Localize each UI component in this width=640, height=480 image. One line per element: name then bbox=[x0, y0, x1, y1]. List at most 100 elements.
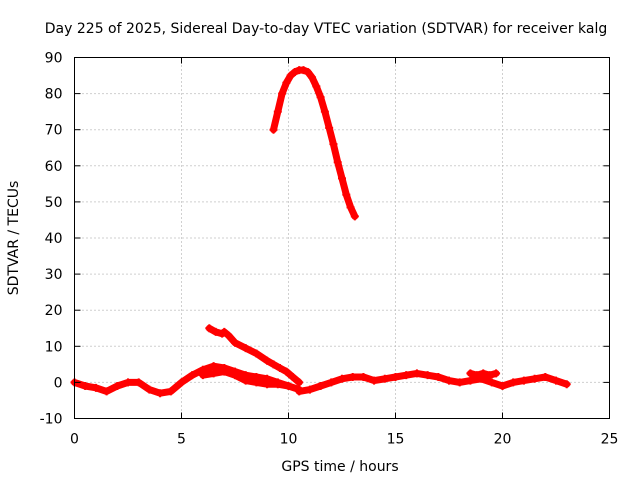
data-point bbox=[303, 67, 312, 76]
data-point bbox=[263, 380, 272, 389]
data-point bbox=[273, 380, 282, 389]
data-point bbox=[359, 372, 368, 381]
data-point bbox=[198, 371, 207, 380]
data-point bbox=[273, 107, 282, 116]
series-line-baseline-early bbox=[71, 362, 303, 397]
data-point bbox=[472, 371, 481, 380]
data-point bbox=[391, 372, 400, 381]
series-line-baseline-late bbox=[295, 369, 571, 395]
data-point bbox=[552, 376, 560, 385]
x-tick-label: 5 bbox=[177, 432, 186, 448]
data-point bbox=[231, 338, 239, 347]
data-point bbox=[209, 369, 218, 378]
data-point bbox=[241, 344, 250, 353]
data-point bbox=[282, 367, 291, 376]
y-tick-label: 0 bbox=[54, 375, 63, 391]
y-tick-label: 70 bbox=[45, 123, 63, 139]
data-point bbox=[327, 378, 336, 387]
series-baseline-late bbox=[295, 369, 571, 396]
y-tick-label: 90 bbox=[45, 51, 63, 67]
data-point bbox=[211, 327, 220, 336]
data-point bbox=[263, 356, 272, 365]
data-point bbox=[342, 190, 351, 199]
data-point bbox=[479, 369, 488, 378]
data-point bbox=[498, 382, 507, 391]
data-point bbox=[113, 382, 122, 391]
y-tick-label: 20 bbox=[45, 303, 63, 319]
data-point bbox=[423, 371, 432, 380]
data-point bbox=[134, 378, 143, 387]
y-tick-label: 80 bbox=[45, 87, 63, 103]
data-point bbox=[312, 82, 321, 91]
series-layer bbox=[70, 66, 571, 398]
data-point bbox=[220, 367, 229, 376]
data-point bbox=[380, 374, 389, 383]
x-tick-label: 10 bbox=[280, 432, 298, 448]
data-point bbox=[224, 331, 233, 340]
data-point bbox=[102, 387, 111, 396]
data-point bbox=[402, 371, 411, 380]
y-tick-label: 60 bbox=[45, 159, 63, 175]
data-point bbox=[299, 66, 308, 75]
data-point bbox=[145, 385, 154, 394]
data-point bbox=[325, 123, 334, 132]
data-point bbox=[91, 383, 100, 392]
data-point bbox=[269, 360, 278, 369]
data-point bbox=[519, 376, 528, 385]
data-point bbox=[286, 71, 295, 80]
data-point bbox=[346, 203, 355, 212]
data-point bbox=[487, 378, 496, 387]
data-point bbox=[282, 78, 291, 87]
data-point bbox=[295, 378, 304, 387]
data-point bbox=[445, 376, 453, 385]
y-axis-label: SDTVAR / TECUs bbox=[6, 181, 22, 296]
data-point bbox=[485, 371, 494, 380]
data-point bbox=[530, 374, 539, 383]
data-point bbox=[316, 93, 325, 102]
y-tick-label: 30 bbox=[45, 267, 63, 283]
x-tick-label: 25 bbox=[601, 432, 619, 448]
x-tick-label: 15 bbox=[387, 432, 405, 448]
x-tick-label: 20 bbox=[494, 432, 512, 448]
y-tick-label: 10 bbox=[45, 339, 63, 355]
data-point bbox=[320, 107, 329, 116]
data-point bbox=[241, 376, 250, 385]
data-point bbox=[124, 378, 132, 387]
data-point bbox=[338, 374, 346, 383]
y-tick-label: 40 bbox=[45, 231, 63, 247]
grid bbox=[74, 57, 610, 419]
data-point bbox=[156, 389, 165, 398]
data-point bbox=[455, 378, 464, 387]
data-point bbox=[333, 158, 342, 167]
data-point bbox=[308, 73, 317, 82]
series-arc bbox=[269, 66, 359, 221]
data-point bbox=[231, 371, 239, 380]
data-point bbox=[220, 327, 229, 336]
tick-labels: 0 5 10 15 20 25 -10 0 10 20 30 40 50 60 70 80 90 bbox=[40, 51, 619, 448]
series-upper-ribbon bbox=[205, 324, 304, 387]
data-point bbox=[370, 376, 379, 385]
chart-title: Day 225 of 2025, Sidereal Day-to-day VTE… bbox=[45, 21, 607, 37]
series-baseline-early bbox=[70, 362, 304, 398]
data-point bbox=[466, 369, 475, 378]
data-point bbox=[329, 140, 338, 149]
data-point bbox=[166, 387, 175, 396]
y-tick-label: 50 bbox=[45, 195, 63, 211]
data-point bbox=[275, 363, 284, 372]
x-tick-label: 0 bbox=[70, 432, 79, 448]
data-point bbox=[295, 387, 304, 396]
series-blip-19 bbox=[466, 369, 501, 380]
ticks bbox=[74, 57, 610, 419]
data-point bbox=[290, 67, 299, 76]
data-point bbox=[252, 349, 261, 358]
data-point bbox=[492, 369, 501, 378]
data-point bbox=[269, 125, 278, 134]
data-point bbox=[412, 369, 421, 378]
data-point bbox=[177, 378, 186, 387]
data-point bbox=[316, 382, 325, 391]
y-tick-label: -10 bbox=[40, 412, 63, 428]
data-point bbox=[284, 382, 293, 391]
data-point bbox=[252, 378, 261, 387]
data-point bbox=[541, 372, 550, 381]
